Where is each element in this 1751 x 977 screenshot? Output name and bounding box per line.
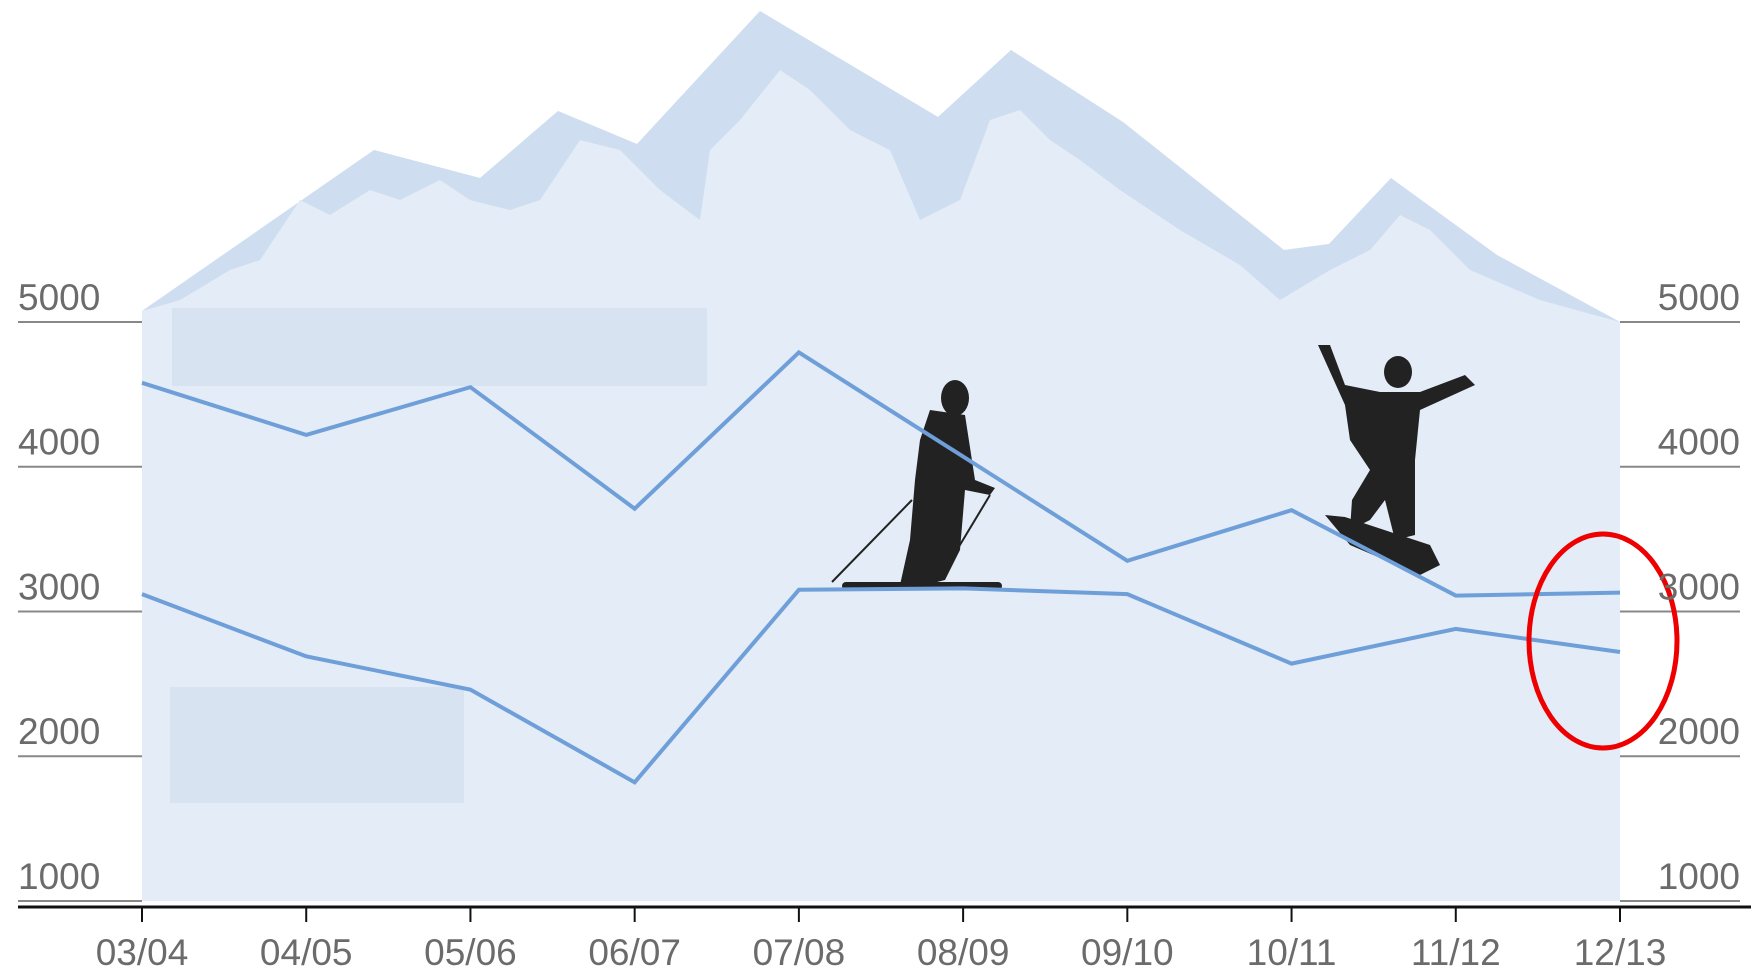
y-tick-label: 4000 [18,422,100,463]
annotation-circle [1526,531,1680,751]
mountain-snow [142,11,1620,322]
y2-tick-label: 5000 [1658,277,1740,318]
x-tick-label: 08/09 [917,932,1010,973]
x-tick-label: 09/10 [1081,932,1174,973]
y2-tick-label: 4000 [1658,422,1740,463]
x-tick-label: 04/05 [260,932,353,973]
x-tick-label: 05/06 [424,932,517,973]
x-tick-label: 03/04 [96,932,189,973]
y-tick-label: 5000 [18,277,100,318]
x-tick-label: 07/08 [753,932,846,973]
y2-tick-label: 3000 [1658,566,1740,607]
x-tick-label: 11/12 [1411,932,1501,973]
legend-placeholder [172,308,707,386]
y-tick-label: 2000 [18,711,100,752]
snowboarder [1318,345,1475,575]
series-line [141,349,1621,598]
y2-tick-label: 2000 [1658,711,1740,752]
x-tick-label: 06/07 [588,932,681,973]
y-tick-label: 1000 [18,856,100,897]
series-line [141,586,1621,785]
legend-placeholder [170,687,464,803]
x-tick-label: 10/11 [1247,932,1337,973]
y2-tick-label: 1000 [1658,856,1740,897]
y-tick-label: 3000 [18,566,100,607]
x-tick-label: 12/13 [1574,932,1667,973]
